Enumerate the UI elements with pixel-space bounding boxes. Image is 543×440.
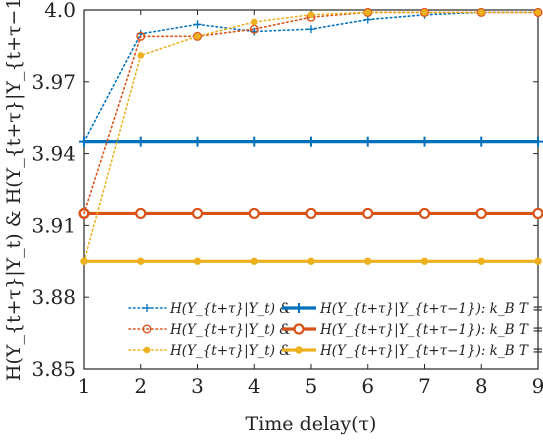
- series-solid-kBT-1-0: [79, 136, 543, 147]
- y-tick-label: 3.88: [31, 285, 76, 309]
- series-dotted-kBT-1-8: [80, 9, 542, 265]
- data-point: [137, 52, 145, 59]
- x-tick-label: 4: [248, 374, 261, 398]
- data-point: [307, 11, 315, 19]
- x-axis: 1 2 3 4 5 6 7 8 9: [78, 10, 543, 398]
- data-point: [305, 207, 317, 220]
- x-tick-label: 3: [191, 374, 204, 398]
- legend-solid-label: H(Y_{t+τ}|Y_{t+τ−1}): k_B T = 1.4: [319, 322, 543, 338]
- legend-solid-marker: [293, 323, 305, 335]
- x-tick-label: 1: [78, 374, 91, 398]
- x-tick-label: 5: [305, 374, 318, 398]
- x-tick-label: 8: [475, 374, 488, 398]
- legend-dotted-label: H(Y_{t+τ}|Y_t) &: [169, 322, 291, 338]
- data-point: [135, 207, 147, 220]
- legend-solid-label: H(Y_{t+τ}|Y_{t+τ−1}): k_B T = 1.8: [319, 343, 543, 359]
- data-point: [307, 257, 315, 265]
- y-axis-label-group: H(Y_{t+τ}|Y_t) & H(Y_{t+τ}|Y_{t+τ−1}): [3, 0, 25, 381]
- data-point: [532, 207, 543, 220]
- data-point: [364, 9, 372, 16]
- data-point: [250, 18, 258, 26]
- data-point: [80, 258, 88, 265]
- data-point: [364, 257, 372, 265]
- data-point: [477, 9, 485, 16]
- y-tick-label: 3.91: [31, 213, 76, 237]
- data-point: [192, 31, 202, 41]
- legend-dotted-label: H(Y_{t+τ}|Y_t) &: [169, 343, 291, 359]
- y-tick-label: 3.85: [31, 357, 76, 381]
- data-point: [136, 31, 146, 41]
- data-point: [362, 207, 374, 220]
- data-point: [248, 207, 260, 220]
- data-point: [421, 9, 428, 16]
- legend-box: [121, 292, 533, 362]
- x-axis-label: Time delay(τ): [246, 413, 377, 435]
- legend-dotted-marker: [143, 346, 151, 354]
- data-point: [79, 208, 89, 218]
- y-tick-label: 3.94: [31, 142, 76, 166]
- legend-dotted-marker: [142, 324, 152, 334]
- y-tick-label: 3.97: [31, 70, 76, 94]
- data-point: [418, 207, 431, 220]
- series-solid-kBT-1-8: [80, 257, 542, 265]
- legend-dotted-label: H(Y_{t+τ}|Y_t) &: [169, 301, 291, 317]
- data-point: [534, 9, 542, 16]
- data-point: [137, 257, 145, 265]
- legend-solid-label: H(Y_{t+τ}|Y_{t+τ−1}): k_B T = 1.0: [319, 301, 543, 317]
- x-tick-label: 7: [418, 374, 431, 398]
- data-point: [193, 257, 202, 265]
- legend-solid-marker: [295, 346, 303, 354]
- x-tick-label: 2: [134, 374, 147, 398]
- y-tick-label: 4.0: [44, 0, 76, 22]
- data-point: [477, 257, 485, 265]
- data-point: [475, 207, 487, 220]
- series-layer: [78, 7, 543, 265]
- data-point: [250, 257, 258, 265]
- data-point: [191, 207, 204, 220]
- data-point: [249, 24, 259, 34]
- y-axis-label: H(Y_{t+τ}|Y_t) & H(Y_{t+τ}|Y_{t+τ−1}): [3, 0, 25, 381]
- data-point: [194, 33, 201, 40]
- data-point: [420, 257, 429, 265]
- x-tick-label: 9: [532, 374, 543, 398]
- data-point: [534, 257, 542, 265]
- x-tick-label: 6: [361, 374, 374, 398]
- series-solid-kBT-1-4: [78, 207, 543, 220]
- y-axis: 3.85 3.88 3.91 3.94 3.97 4.0: [31, 0, 538, 381]
- legend: H(Y_{t+τ}|Y_t) & H(Y_{t+τ}|Y_{t+τ−1}): k_…: [121, 292, 543, 362]
